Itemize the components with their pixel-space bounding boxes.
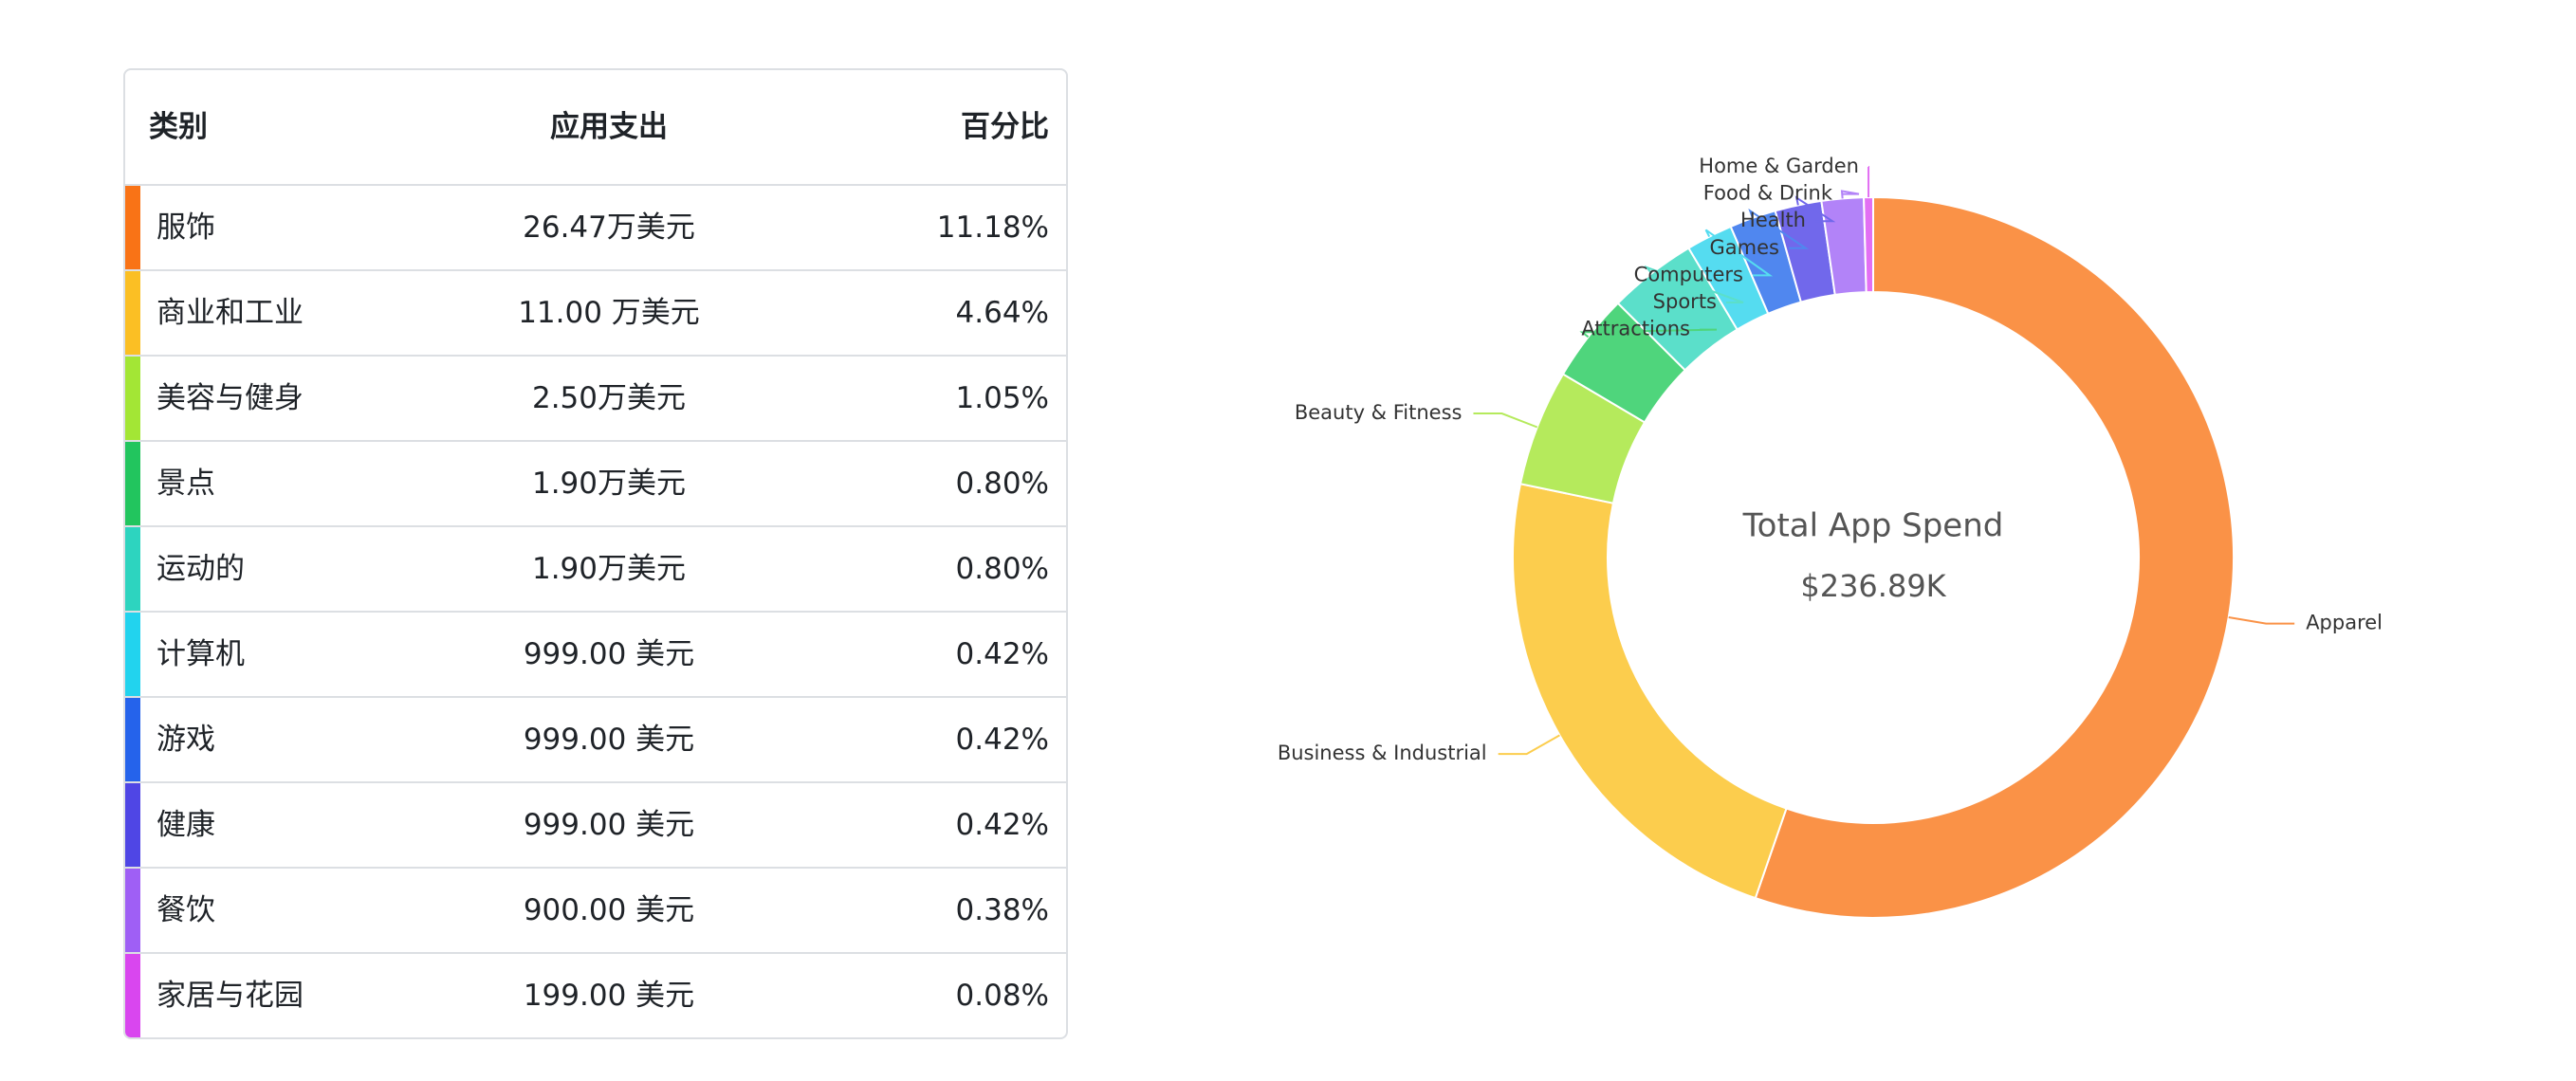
color-swatch: [125, 783, 140, 867]
table-row: 景点 1.90万美元 0.80%: [125, 442, 1066, 527]
color-swatch: [125, 271, 140, 355]
table-body: 服饰 26.47万美元 11.18% 商业和工业 11.00 万美元 4.64% 美容与健身…: [125, 186, 1066, 1037]
slice-label: Attractions: [1581, 318, 1690, 340]
table-header: 类别 应用支出 百分比: [125, 70, 1066, 186]
slice-label: Business & Industrial: [1278, 742, 1487, 764]
leader-line: [1473, 412, 1538, 429]
cell-spend: 999.00 美元: [523, 723, 695, 757]
slice-label: Sports: [1653, 290, 1717, 313]
cell-percent: 0.38%: [955, 893, 1049, 927]
cell-spend: 1.90万美元: [531, 552, 687, 586]
cell-percent: 0.42%: [955, 723, 1049, 757]
leader-line: [1840, 190, 1860, 199]
slice-label: Health: [1740, 209, 1806, 231]
cell-spend: 1.90万美元: [531, 467, 687, 501]
slice-label: Apparel: [2306, 612, 2383, 634]
table-row: 餐饮 900.00 美元 0.38%: [125, 869, 1066, 954]
table-row: 服饰 26.47万美元 11.18%: [125, 186, 1066, 271]
color-swatch: [125, 186, 140, 269]
color-swatch: [125, 613, 140, 696]
header-percent: 百分比: [961, 110, 1049, 144]
cell-spend: 199.00 美元: [523, 979, 695, 1013]
table-row: 商业和工业 11.00 万美元 4.64%: [125, 271, 1066, 357]
slice-home-garden: [1863, 195, 1874, 294]
table-row: 游戏 999.00 美元 0.42%: [125, 698, 1066, 783]
cell-percent: 0.42%: [955, 808, 1049, 842]
spend-table: 类别 应用支出 百分比 服饰 26.47万美元 11.18% 商业和工业 11.00 万…: [123, 68, 1068, 1039]
cell-category: 游戏: [156, 723, 215, 757]
cell-category: 餐饮: [156, 893, 215, 927]
color-swatch: [125, 527, 140, 611]
color-swatch: [125, 954, 140, 1037]
leader-line: [1794, 195, 1836, 223]
cell-category: 计算机: [156, 637, 245, 671]
slice-business-industrial: [1512, 483, 1788, 900]
cell-spend: 999.00 美元: [523, 808, 695, 842]
cell-percent: 1.05%: [955, 381, 1049, 415]
cell-percent: 4.64%: [955, 296, 1049, 330]
slice-label: Food & Drink: [1703, 182, 1833, 205]
slice-label: Games: [1710, 236, 1779, 259]
leader-line: [1704, 229, 1774, 277]
table-row: 运动的 1.90万美元 0.80%: [125, 527, 1066, 613]
cell-category: 美容与健身: [156, 381, 304, 415]
cell-percent: 0.80%: [955, 467, 1049, 501]
cell-percent: 0.42%: [955, 637, 1049, 671]
cell-category: 服饰: [156, 211, 215, 245]
table-row: 计算机 999.00 美元 0.42%: [125, 613, 1066, 698]
cell-category: 健康: [156, 808, 215, 842]
header-category: 类别: [149, 110, 208, 144]
leader-line: [1579, 328, 1718, 339]
cell-spend: 11.00 万美元: [518, 296, 700, 330]
cell-category: 运动的: [156, 552, 245, 586]
cell-spend: 900.00 美元: [523, 893, 695, 927]
cell-category: 商业和工业: [156, 296, 304, 330]
cell-spend: 26.47万美元: [523, 211, 695, 245]
table-row: 美容与健身 2.50万美元 1.05%: [125, 357, 1066, 442]
leader-line: [2228, 615, 2295, 625]
color-swatch: [125, 869, 140, 952]
leader-line: [1644, 265, 1744, 303]
cell-spend: 999.00 美元: [523, 637, 695, 671]
slice-label: Computers: [1634, 263, 1743, 285]
cell-percent: 0.08%: [955, 979, 1049, 1013]
table-row: 健康 999.00 美元 0.42%: [125, 783, 1066, 869]
cell-percent: 11.18%: [936, 211, 1049, 245]
center-title: Total App Spend: [1742, 507, 2004, 545]
header-spend: 应用支出: [550, 110, 668, 144]
cell-category: 景点: [156, 467, 215, 501]
cell-percent: 0.80%: [955, 552, 1049, 586]
center-value: $236.89K: [1800, 568, 1946, 604]
leader-line: [1748, 208, 1810, 249]
slice-label: Beauty & Fitness: [1295, 401, 1463, 424]
color-swatch: [125, 442, 140, 525]
leader-line: [1498, 734, 1560, 756]
slice-label: Home & Garden: [1699, 155, 1859, 177]
cell-category: 家居与花园: [156, 979, 304, 1013]
table-row: 家居与花园 199.00 美元 0.08%: [125, 954, 1066, 1037]
cell-spend: 2.50万美元: [531, 381, 687, 415]
color-swatch: [125, 698, 140, 781]
slice-apparel: [1754, 195, 2236, 919]
color-swatch: [125, 357, 140, 440]
